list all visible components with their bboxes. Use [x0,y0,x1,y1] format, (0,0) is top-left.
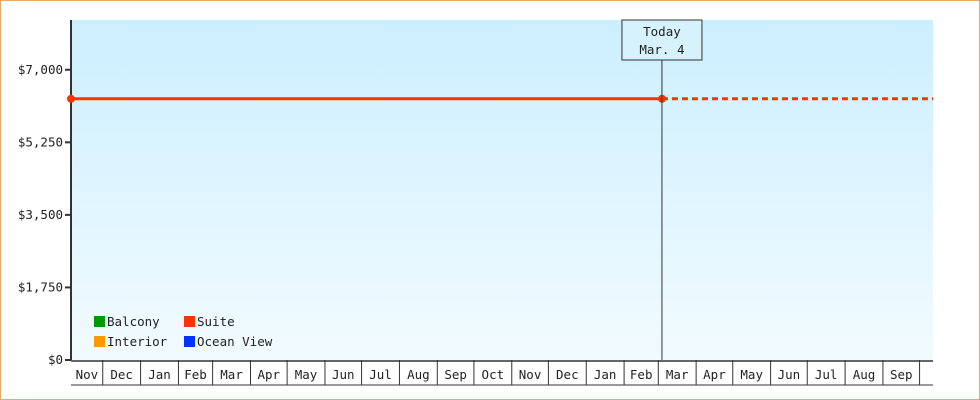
y-tick-label: $3,500 [18,207,63,222]
legend-item[interactable]: Ocean View [184,334,273,349]
legend-item[interactable]: Suite [184,314,235,329]
x-tick-label: Oct [482,367,505,382]
legend-swatch [94,336,105,347]
x-tick-label: Sep [890,367,913,382]
x-tick-label: Mar [220,367,243,382]
legend-item[interactable]: Interior [94,334,168,349]
y-tick-label: $1,750 [18,279,63,294]
x-tick-label: Aug [853,367,876,382]
x-tick-label: Feb [184,367,207,382]
today-label: Today [643,24,681,39]
x-tick-label: Jul [815,367,838,382]
x-tick-label: Jan [148,367,171,382]
legend-label: Ocean View [197,334,273,349]
x-tick-label: Jun [332,367,355,382]
legend: Balcony Suite Interior Ocean View [94,314,273,349]
y-tick-label: $7,000 [18,62,63,77]
today-date: Mar. 4 [639,42,684,57]
legend-label: Balcony [107,314,160,329]
y-axis: $0 $1,750 $3,500 $5,250 $7,000 [18,20,72,367]
data-point[interactable] [67,94,75,103]
x-tick-label: Jun [778,367,801,382]
x-axis: Nov Dec Jan Feb Mar Apr May Jun Jul Aug Sep Oct Nov D… [71,360,933,386]
x-tick-label: Mar [666,367,689,382]
legend-swatch [184,336,195,347]
x-tick-label: Nov [519,367,542,382]
x-tick-label: Feb [630,367,653,382]
x-tick-label: Dec [556,367,579,382]
x-tick-label: Aug [407,367,430,382]
x-tick-label: May [295,367,318,382]
legend-label: Suite [197,314,235,329]
x-tick-label: Jul [369,367,392,382]
x-tick-label: Apr [258,367,281,382]
y-tick-label: $5,250 [18,134,63,149]
today-marker: Today Mar. 4 [621,19,703,360]
y-tick-label: $0 [48,352,63,367]
x-tick-label: Sep [444,367,467,382]
x-tick-label: Dec [110,367,133,382]
x-tick-label: Nov [76,367,99,382]
legend-swatch [184,316,195,327]
legend-item[interactable]: Balcony [94,314,160,329]
legend-label: Interior [107,334,168,349]
x-tick-label: May [740,367,763,382]
x-tick-label: Jan [594,367,617,382]
today-label-box [621,19,703,61]
legend-swatch [94,316,105,327]
x-tick-label: Apr [703,367,726,382]
plot-area [71,20,933,360]
